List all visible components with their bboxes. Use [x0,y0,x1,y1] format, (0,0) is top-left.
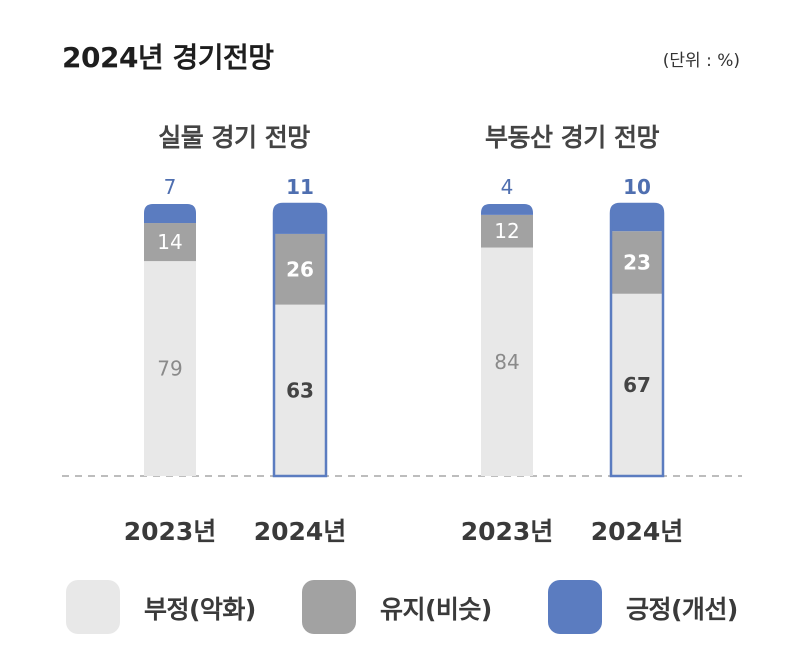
chart-title-real-economy: 실물 경기 전망 [158,123,310,152]
bar-segment-positive [481,204,533,215]
bar-segment-positive [274,204,326,234]
bar-0-0: 79 14 7 2023년 [124,175,217,546]
legend-label-negative: 부정(악화) [144,595,256,624]
data-label-positive: 11 [286,175,314,199]
legend-swatch-neutral [302,580,356,634]
data-label-negative: 67 [623,373,651,397]
category-label: 2024년 [591,517,684,546]
unit-label: (단위 : %) [662,51,740,71]
data-label-negative: 84 [494,350,519,374]
data-label-neutral: 23 [623,250,651,274]
data-label-positive: 10 [623,175,651,199]
bar-highlight-outline [609,202,665,478]
data-label-neutral: 12 [494,219,519,243]
bar-segment-positive [144,204,196,224]
bar-segment-neutral [144,223,196,262]
legend-swatch-positive [548,580,602,634]
bar-segment-neutral [611,231,663,294]
bar-segment-neutral [481,214,533,248]
bar-segment-neutral [274,233,326,305]
category-label: 2024년 [254,517,347,546]
data-label-negative: 79 [157,357,182,381]
bar-highlight-outline [272,202,328,478]
data-label-negative: 63 [286,378,314,402]
bar-1-1: 67 23 10 2024년 [591,175,684,546]
bar-segment-positive [611,204,663,232]
legend-swatch-negative [66,580,120,634]
bar-1-0: 84 12 4 2023년 [461,175,554,546]
bar-0-1: 63 26 11 2024년 [254,175,347,546]
category-label: 2023년 [461,517,554,546]
data-label-neutral: 14 [157,230,182,254]
bar-segment-negative [274,304,326,476]
data-label-positive: 4 [501,175,514,199]
data-label-positive: 7 [164,175,177,199]
category-label: 2023년 [124,517,217,546]
bar-segment-negative [481,247,533,476]
legend-label-positive: 긍정(개선) [626,595,738,624]
chart-title: 2024년 경기전망 [62,41,274,74]
legend-label-neutral: 유지(비슷) [380,595,492,624]
chart-title-real-estate: 부동산 경기 전망 [485,123,659,152]
data-label-neutral: 26 [286,257,314,281]
bar-segment-negative [611,293,663,476]
bar-segment-negative [144,261,196,476]
